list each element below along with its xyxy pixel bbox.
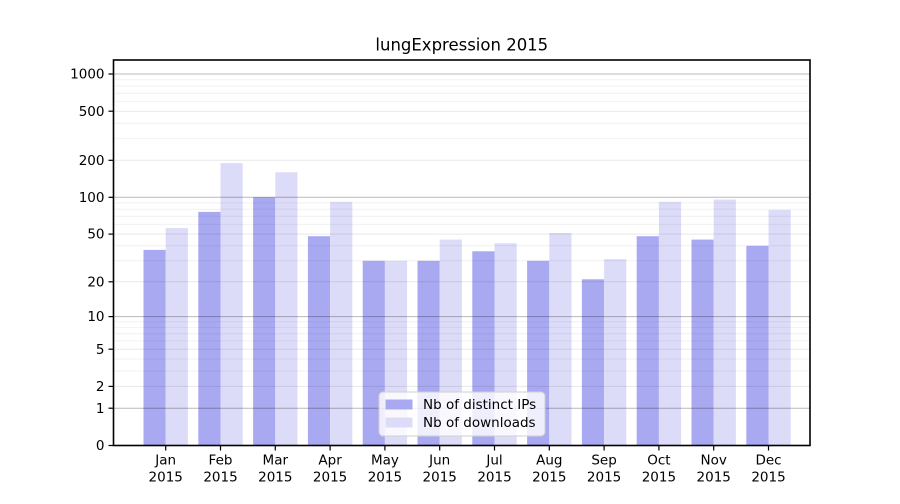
bar-distinct-ips-mar [253,197,276,446]
legend-label-distinct-ips: Nb of distinct IPs [423,397,536,413]
bar-distinct-ips-feb [198,211,221,446]
bar-downloads-sep [604,259,627,446]
bar-distinct-ips-jan [143,249,166,446]
bar-distinct-ips-apr [307,236,331,446]
bar-downloads-mar [275,172,298,446]
y-axis: 0 1 2 5 10 20 50 100 200 500 1000 [70,67,114,454]
x-tick-label-year: 2015 [149,470,183,486]
x-tick-label-year: 2015 [751,470,785,486]
x-tick-label-month: Sep [591,453,616,469]
x-tick-label-month: Aug [536,453,562,469]
y-tick-label: 0 [96,438,105,454]
bar-downloads-nov [713,199,736,446]
legend-label-downloads: Nb of downloads [423,415,536,431]
bar-downloads-apr [330,201,353,446]
y-tick-label: 50 [87,227,104,243]
y-tick-label: 100 [79,190,105,206]
legend-swatch-downloads [385,417,413,428]
x-tick-label-year: 2015 [423,470,457,486]
plot-border [112,59,811,447]
bar-distinct-ips-sep [581,279,605,446]
x-tick-label-year: 2015 [697,470,731,486]
x-tick-label-year: 2015 [477,470,511,486]
bar-downloads-jan [165,228,188,446]
x-tick-label-month: May [371,453,399,469]
bar-distinct-ips-oct [636,236,659,446]
y-tick-label: 5 [96,342,105,358]
legend: Nb of distinct IPs Nb of downloads [378,391,546,437]
y-tick-label: 200 [79,153,105,169]
x-tick-label-month: Oct [647,453,670,469]
y-tick-label: 10 [87,309,104,325]
bar-downloads-dec [768,209,791,446]
bar-downloads-aug [549,233,572,446]
x-tick-label-year: 2015 [313,470,347,486]
bar-distinct-ips-dec [746,245,769,446]
x-tick-label-year: 2015 [532,470,566,486]
y-tick-label: 1000 [70,67,104,83]
x-tick-label-month: Mar [263,453,289,469]
x-tick-label-month: Apr [318,453,342,469]
x-tick-label-month: Jul [485,453,502,469]
legend-swatch-distinct-ips [385,399,413,410]
gridlines-layer [113,73,810,409]
bar-distinct-ips-nov [691,239,714,446]
legend-box [378,391,546,437]
y-tick-label: 2 [96,379,105,395]
x-axis: Jan2015Feb2015Mar2015Apr2015May2015Jun20… [149,445,786,486]
x-tick-label-month: Jan [154,453,176,469]
x-tick-label-month: Feb [209,453,233,469]
x-tick-label-year: 2015 [368,470,402,486]
x-tick-label-year: 2015 [642,470,676,486]
y-tick-label: 500 [79,104,105,120]
chart-title: lungExpression 2015 [375,36,548,55]
bar-downloads-feb [220,163,243,446]
x-tick-label-month: Jun [428,453,450,469]
x-tick-label-month: Nov [701,453,727,469]
x-tick-label-year: 2015 [587,470,621,486]
bar-downloads-oct [658,201,682,446]
x-tick-label-year: 2015 [258,470,292,486]
y-tick-label: 1 [96,401,105,417]
y-tick-label: 20 [87,274,104,290]
x-tick-label-year: 2015 [203,470,237,486]
x-tick-label-month: Dec [755,453,781,469]
